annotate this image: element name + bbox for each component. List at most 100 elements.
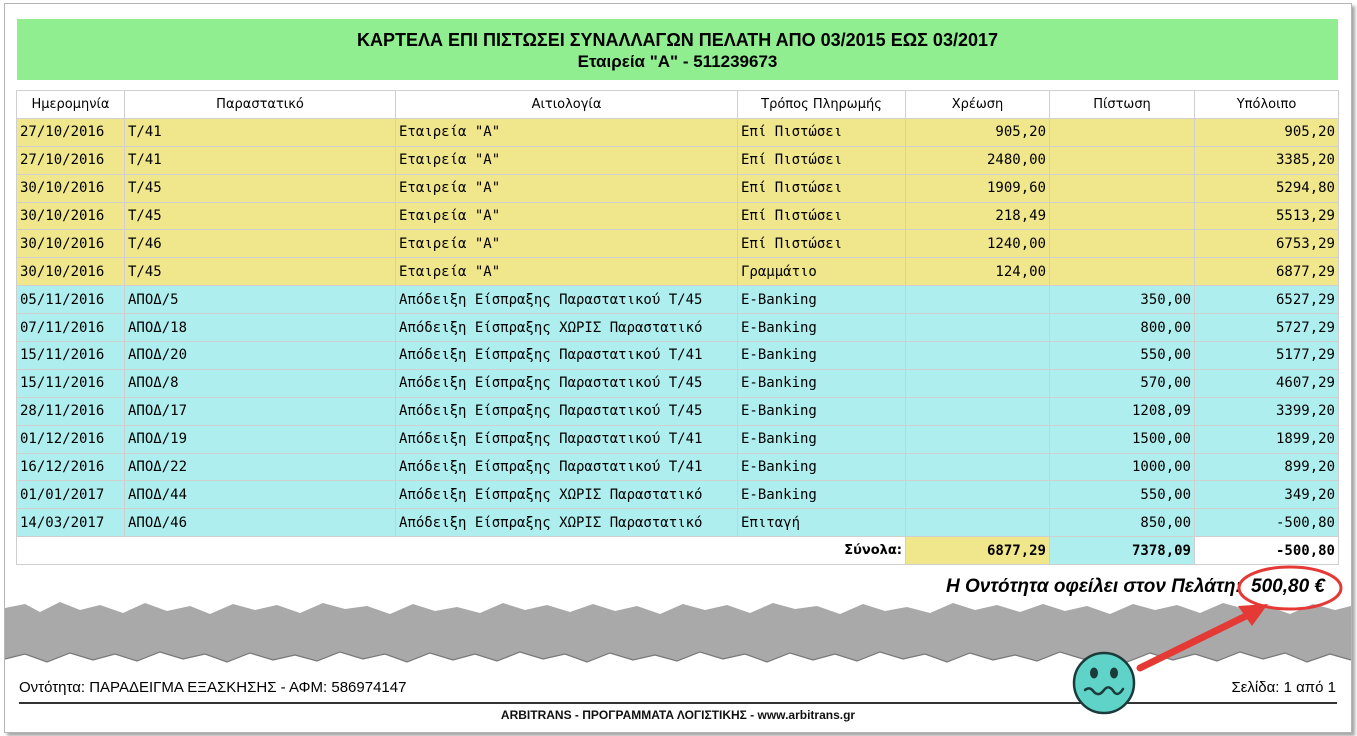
table-row: 27/10/2016 Τ/41 Εταιρεία "Α" Επί Πιστώσει 24… [16,145,1339,175]
cell-reason: Απόδειξη Είσπραξης ΧΩΡΙΣ Παραστατικό [395,313,738,343]
cell-balance: 3399,20 [1194,396,1339,426]
cell-payment-method: E-Banking [737,480,906,510]
cell-reason: Εταιρεία "Α" [395,145,738,175]
cell-debit [905,285,1050,315]
cell-document: Τ/45 [124,201,396,231]
column-header: Χρέωση [905,90,1050,119]
cell-credit [1049,257,1195,287]
cell-document: ΑΠΟΔ/18 [124,313,396,343]
table-row: 14/03/2017 ΑΠΟΔ/46 Απόδειξη Είσπραξης ΧΩΡΙ… [16,508,1339,538]
balance-note: Η Οντότητα οφείλει στον Πελάτη: 500,80 € [946,576,1329,598]
cell-reason: Εταιρεία "Α" [395,173,738,203]
cell-date: 01/12/2016 [16,424,125,454]
cell-credit: 800,00 [1049,313,1195,343]
cell-balance: 5513,29 [1194,201,1339,231]
torn-paper-divider [5,602,1351,663]
cell-debit [905,341,1050,370]
ledger-body: 27/10/2016 Τ/41 Εταιρεία "Α" Επί Πιστώσει 90… [16,117,1339,538]
cell-date: 15/11/2016 [16,341,125,370]
cell-reason: Εταιρεία "Α" [395,201,738,231]
column-header: Παραστατικό [124,90,396,119]
footer-entity: Οντότητα: ΠΑΡΑΔΕΙΓΜΑ ΕΞΑΣΚΗΣΗΣ - ΑΦΜ: 58… [19,679,407,696]
cell-document: Τ/45 [124,257,396,287]
cell-debit [905,313,1050,343]
cell-balance: 899,20 [1194,452,1339,482]
cell-date: 16/12/2016 [16,452,125,482]
cell-document: ΑΠΟΔ/20 [124,341,396,370]
footer-page-number: Σελίδα: 1 από 1 [1231,679,1336,696]
cell-debit: 124,00 [905,257,1050,287]
cell-date: 30/10/2016 [16,201,125,231]
cell-date: 30/10/2016 [16,173,125,203]
totals-row: Σύνολα: 6877,29 7378,09 -500,80 [16,536,1339,566]
cell-credit: 550,00 [1049,341,1195,370]
balance-amount: 500,80 € [1251,576,1325,597]
cell-reason: Απόδειξη Είσπραξης Παραστατικού Τ/45 [395,285,738,315]
header-row: Ημερομηνία Παραστατικό Αιτιολογία Τρόπος… [16,90,1339,119]
cell-reason: Απόδειξη Είσπραξης ΧΩΡΙΣ Παραστατικό [395,480,738,510]
cell-reason: Απόδειξη Είσπραξης ΧΩΡΙΣ Παραστατικό [395,508,738,538]
report-page: ΚΑΡΤΕΛΑ ΕΠΙ ΠΙΣΤΩΣΕΙ ΣΥΝΑΛΛΑΓΩΝ ΠΕΛΑΤΗ Α… [4,3,1352,733]
cell-balance: 5727,29 [1194,313,1339,343]
cell-reason: Απόδειξη Είσπραξης Παραστατικού Τ/41 [395,424,738,454]
cell-document: ΑΠΟΔ/44 [124,480,396,510]
cell-credit [1049,173,1195,203]
cell-date: 30/10/2016 [16,257,125,287]
cell-payment-method: E-Banking [737,285,906,315]
cell-date: 14/03/2017 [16,508,125,538]
table-row: 30/10/2016 Τ/45 Εταιρεία "Α" Γραμμάτιο 124,0… [16,257,1339,287]
cell-balance: 3385,20 [1194,145,1339,175]
ledger-table: Ημερομηνία Παραστατικό Αιτιολογία Τρόπος… [16,90,1339,566]
cell-reason: Εταιρεία "Α" [395,117,738,147]
cell-debit: 905,20 [905,117,1050,147]
cell-debit [905,396,1050,426]
cell-balance: -500,80 [1194,508,1339,538]
cell-credit: 570,00 [1049,368,1195,398]
column-header: Τρόπος Πληρωμής [737,90,906,119]
cell-debit: 2480,00 [905,145,1050,175]
cell-payment-method: Επί Πιστώσει [737,173,906,203]
table-row: 30/10/2016 Τ/45 Εταιρεία "Α" Επί Πιστώσει 19… [16,173,1339,203]
table-row: 07/11/2016 ΑΠΟΔ/18 Απόδειξη Είσπραξης ΧΩΡΙ… [16,313,1339,343]
cell-credit [1049,117,1195,147]
cell-debit: 218,49 [905,201,1050,231]
column-header: Ημερομηνία [16,90,125,119]
cell-date: 30/10/2016 [16,229,125,259]
cell-document: ΑΠΟΔ/17 [124,396,396,426]
cell-payment-method: E-Banking [737,341,906,370]
cell-reason: Απόδειξη Είσπραξης Παραστατικού Τ/41 [395,452,738,482]
cell-document: ΑΠΟΔ/22 [124,452,396,482]
totals-balance: -500,80 [1194,536,1339,566]
cell-reason: Απόδειξη Είσπραξης Παραστατικού Τ/45 [395,368,738,398]
cell-debit: 1240,00 [905,229,1050,259]
cell-payment-method: E-Banking [737,396,906,426]
table-row: 01/12/2016 ΑΠΟΔ/19 Απόδειξη Είσπραξης Παρα… [16,424,1339,454]
cell-payment-method: E-Banking [737,424,906,454]
cell-document: ΑΠΟΔ/46 [124,508,396,538]
cell-document: ΑΠΟΔ/19 [124,424,396,454]
report-header: ΚΑΡΤΕΛΑ ΕΠΙ ΠΙΣΤΩΣΕΙ ΣΥΝΑΛΛΑΓΩΝ ΠΕΛΑΤΗ Α… [17,19,1338,80]
cell-credit [1049,145,1195,175]
table-row: 28/11/2016 ΑΠΟΔ/17 Απόδειξη Είσπραξης Παρα… [16,396,1339,426]
cell-document: ΑΠΟΔ/8 [124,368,396,398]
cell-reason: Εταιρεία "Α" [395,229,738,259]
cell-date: 28/11/2016 [16,396,125,426]
column-header: Αιτιολογία [395,90,738,119]
cell-date: 07/11/2016 [16,313,125,343]
cell-balance: 5294,80 [1194,173,1339,203]
cell-credit: 350,00 [1049,285,1195,315]
table-row: 15/11/2016 ΑΠΟΔ/20 Απόδειξη Είσπραξης Παρα… [16,341,1339,370]
balance-note-text: Η Οντότητα οφείλει στον Πελάτη: [945,576,1242,597]
totals-label: Σύνολα: [16,536,906,566]
cell-date: 27/10/2016 [16,145,125,175]
cell-credit: 1000,00 [1049,452,1195,482]
cell-payment-method: Επί Πιστώσει [737,145,906,175]
cell-document: ΑΠΟΔ/5 [124,285,396,315]
cell-debit: 1909,60 [905,173,1050,203]
cell-balance: 5177,29 [1194,341,1339,370]
cell-payment-method: Επιταγή [737,508,906,538]
cell-reason: Εταιρεία "Α" [395,257,738,287]
table-row: 15/11/2016 ΑΠΟΔ/8 Απόδειξη Είσπραξης Παρασ… [16,368,1339,398]
table-row: 30/10/2016 Τ/46 Εταιρεία "Α" Επί Πιστώσει 12… [16,229,1339,259]
cell-payment-method: E-Banking [737,313,906,343]
